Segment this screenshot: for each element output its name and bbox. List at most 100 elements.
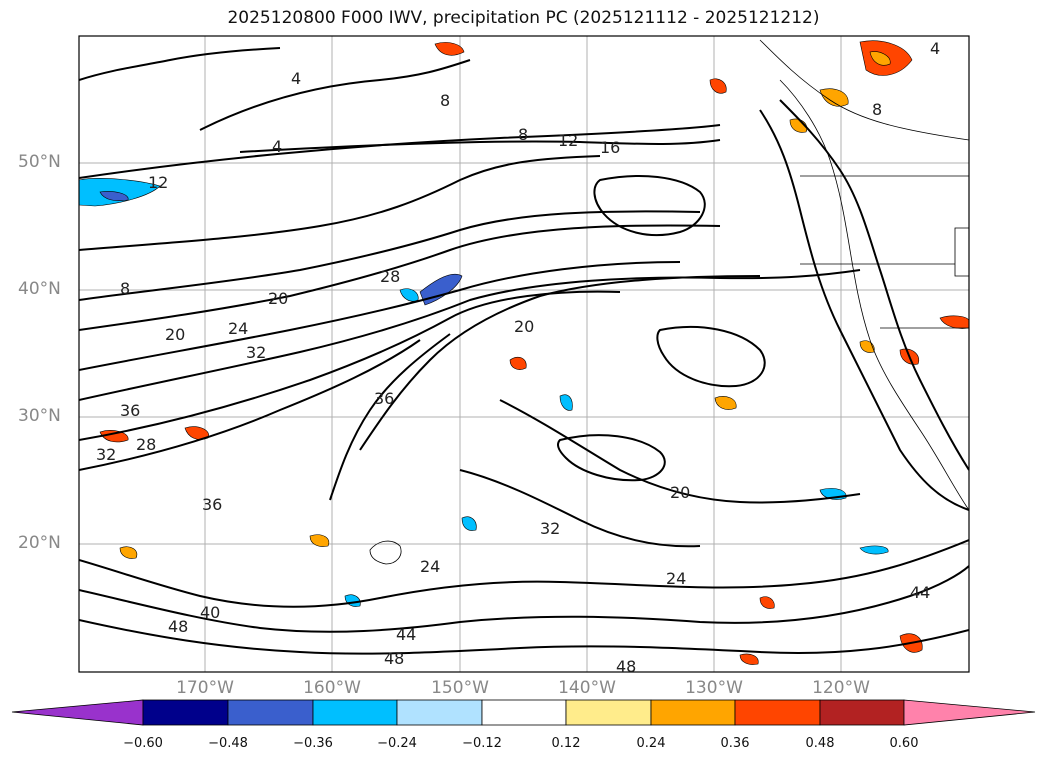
precip-patch bbox=[859, 545, 889, 555]
contour-label: 44 bbox=[396, 625, 416, 644]
contour-line bbox=[79, 565, 969, 633]
contour-label: 12 bbox=[558, 131, 578, 150]
contour-label: 48 bbox=[168, 617, 188, 636]
colorbar-segment bbox=[734, 699, 821, 726]
contour-label: 4 bbox=[291, 69, 301, 88]
contour-label: 8 bbox=[872, 100, 882, 119]
colorbar-tick: −0.12 bbox=[462, 736, 502, 751]
contour-line bbox=[199, 59, 471, 131]
precip-patch bbox=[709, 78, 727, 94]
colorbar-segment bbox=[142, 699, 229, 726]
colorbar-extend-min bbox=[11, 699, 144, 726]
precip-patch bbox=[939, 315, 969, 329]
precip-patch bbox=[434, 42, 465, 56]
contour-label: 48 bbox=[384, 649, 404, 668]
precip-patches bbox=[79, 40, 969, 665]
contour-label: 24 bbox=[420, 557, 440, 576]
contour-line bbox=[359, 275, 761, 451]
precip-patch bbox=[559, 394, 573, 411]
precip-patch bbox=[99, 191, 129, 202]
colorbar-segment bbox=[312, 699, 398, 726]
precip-patch bbox=[509, 356, 527, 370]
contour-label: 24 bbox=[666, 569, 686, 588]
contour-line bbox=[759, 109, 969, 511]
colorbar-extend-max bbox=[903, 699, 1036, 726]
colorbar-tick: 0.12 bbox=[551, 736, 581, 751]
contour-label: 16 bbox=[600, 138, 620, 157]
contour-label: 48 bbox=[616, 657, 636, 676]
precip-patch bbox=[119, 546, 138, 559]
contour-label: 8 bbox=[518, 125, 528, 144]
contour-label: 20 bbox=[268, 289, 288, 308]
contour-label: 32 bbox=[246, 343, 266, 362]
colorbar-tick: −0.48 bbox=[208, 736, 248, 751]
contour-label: 20 bbox=[514, 317, 534, 336]
colorbar-tick: −0.36 bbox=[293, 736, 333, 751]
contour-line bbox=[79, 47, 281, 81]
lon-label-120w: 120°W bbox=[812, 678, 870, 698]
colorbar-tick: 0.24 bbox=[636, 736, 666, 751]
colorbar-tick: −0.60 bbox=[123, 736, 163, 751]
colorbar-tick: 0.48 bbox=[805, 736, 835, 751]
contour-line bbox=[79, 619, 969, 655]
lat-label-40n: 40°N bbox=[18, 279, 61, 299]
contour-line bbox=[79, 539, 969, 608]
contour-label: 36 bbox=[120, 401, 140, 420]
lon-label-140w: 140°W bbox=[558, 678, 616, 698]
precip-patch bbox=[759, 596, 775, 609]
precip-patch bbox=[99, 430, 129, 443]
contour-label: 36 bbox=[202, 495, 222, 514]
colorbar bbox=[11, 699, 1036, 726]
gridlines bbox=[79, 36, 969, 672]
colorbar-segment bbox=[819, 699, 905, 726]
contour-label: 40 bbox=[200, 603, 220, 622]
lat-label-30n: 30°N bbox=[18, 406, 61, 426]
colorbar-segment bbox=[565, 699, 652, 726]
contour-label: 24 bbox=[228, 319, 248, 338]
contour-line bbox=[656, 325, 766, 388]
map-frame bbox=[78, 35, 970, 673]
precip-patch bbox=[79, 178, 161, 207]
contour-label: 4 bbox=[272, 137, 282, 156]
contour-line bbox=[329, 333, 451, 501]
lon-label-160w: 160°W bbox=[303, 678, 361, 698]
contour-line bbox=[79, 155, 601, 251]
colorbar-tick: 0.60 bbox=[889, 736, 919, 751]
contour-label: 44 bbox=[910, 583, 930, 602]
colorbar-segment bbox=[227, 699, 314, 726]
contour-label-group: 4 4 8 8 12 16 12 8 20 20 24 28 32 36 28 … bbox=[96, 39, 940, 676]
contour-line bbox=[239, 139, 721, 153]
contour-label: 4 bbox=[930, 39, 940, 58]
contour-line bbox=[79, 210, 701, 301]
contour-label: 8 bbox=[440, 91, 450, 110]
contour-line bbox=[79, 269, 861, 401]
contour-label: 32 bbox=[540, 519, 560, 538]
contour-label: 20 bbox=[165, 325, 185, 344]
contour-line bbox=[593, 175, 706, 237]
lon-label-150w: 150°W bbox=[431, 678, 489, 698]
lat-label-50n: 50°N bbox=[18, 152, 61, 172]
lon-label-130w: 130°W bbox=[685, 678, 743, 698]
contour-line bbox=[779, 99, 969, 471]
contour-line bbox=[79, 290, 621, 441]
colorbar-tick: −0.24 bbox=[377, 736, 417, 751]
contour-line bbox=[79, 339, 421, 471]
contour-line bbox=[79, 224, 721, 331]
colorbar-segment bbox=[650, 699, 736, 726]
contour-line bbox=[499, 399, 861, 504]
precip-patch bbox=[714, 396, 737, 410]
lon-label-170w: 170°W bbox=[176, 678, 234, 698]
contour-line bbox=[79, 261, 681, 371]
contour-label: 12 bbox=[148, 173, 168, 192]
contour-label: 28 bbox=[380, 267, 400, 286]
contour-label: 20 bbox=[670, 483, 690, 502]
precip-patch bbox=[461, 516, 477, 531]
precip-patch bbox=[819, 88, 849, 107]
contour-line bbox=[79, 124, 721, 179]
map-title: 2025120800 F000 IWV, precipitation PC (2… bbox=[227, 8, 820, 28]
contour-label: 36 bbox=[374, 389, 394, 408]
colorbar-segment bbox=[481, 699, 567, 726]
coastlines bbox=[369, 39, 969, 565]
precip-patch bbox=[309, 534, 330, 547]
